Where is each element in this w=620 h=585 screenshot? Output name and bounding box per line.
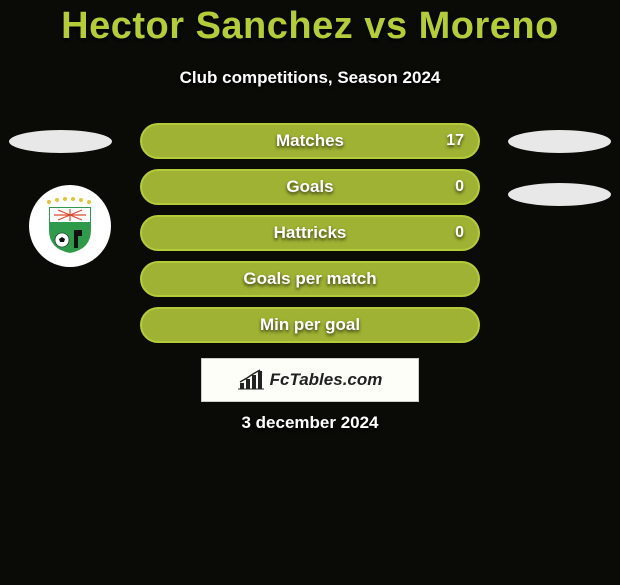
stat-value-right: 0 bbox=[455, 217, 464, 249]
stat-row-hattricks: Hattricks 0 bbox=[140, 215, 480, 251]
player-slot-left bbox=[9, 130, 112, 153]
stat-label: Min per goal bbox=[260, 315, 360, 335]
watermark: FcTables.com bbox=[201, 358, 419, 402]
stat-label: Goals bbox=[286, 177, 333, 197]
stat-row-goals-per-match: Goals per match bbox=[140, 261, 480, 297]
stat-value-right: 0 bbox=[455, 171, 464, 203]
page-title: Hector Sanchez vs Moreno bbox=[0, 5, 620, 48]
watermark-text: FcTables.com bbox=[270, 370, 383, 390]
stat-label: Hattricks bbox=[274, 223, 347, 243]
date-label: 3 december 2024 bbox=[0, 413, 620, 433]
stat-row-matches: Matches 17 bbox=[140, 123, 480, 159]
bar-chart-icon bbox=[238, 369, 264, 391]
club-badge bbox=[29, 185, 111, 267]
stat-value-right: 17 bbox=[446, 125, 464, 157]
player-slot-right-1 bbox=[508, 130, 611, 153]
stat-row-goals: Goals 0 bbox=[140, 169, 480, 205]
oriente-petrolero-icon bbox=[40, 196, 100, 256]
stat-label: Matches bbox=[276, 131, 344, 151]
player-slot-right-2 bbox=[508, 183, 611, 206]
stat-label: Goals per match bbox=[243, 269, 376, 289]
page-subtitle: Club competitions, Season 2024 bbox=[0, 68, 620, 88]
stat-rows: Matches 17 Goals 0 Hattricks 0 Goals per… bbox=[140, 123, 480, 353]
stat-row-min-per-goal: Min per goal bbox=[140, 307, 480, 343]
